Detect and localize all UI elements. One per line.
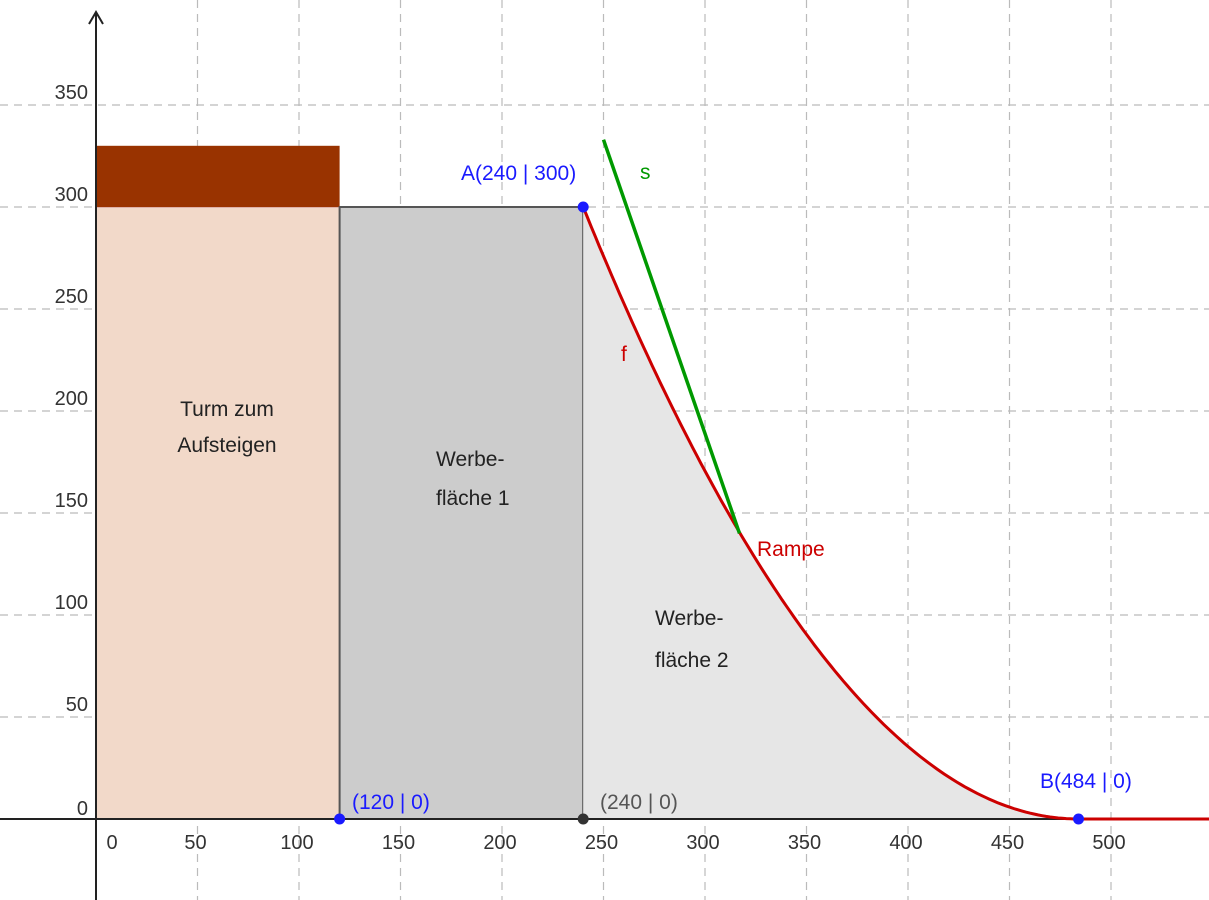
tower-label-line2: Aufsteigen [177,434,276,457]
y-tick-label: 300 [55,184,88,206]
y-tick-label: 200 [55,388,88,410]
y-tick-label: 250 [55,286,88,308]
point-120-label: (120 | 0) [352,791,430,814]
curve-f-label: f [621,343,627,366]
x-tick-label: 300 [686,832,719,854]
y-axis-arrow [88,10,104,25]
point-120-0[interactable] [334,813,346,825]
point-a-label: A(240 | 300) [461,162,576,185]
x-tick-label: 50 [184,832,206,854]
y-tick-labels: 0 50 100 150 200 250 300 350 [55,82,88,820]
point-240-0[interactable] [577,813,589,825]
curve-f [581,206,1209,821]
point-b[interactable] [1073,813,1085,825]
ad1-label-line1: Werbe- [436,448,504,471]
point-b-label: B(484 | 0) [1040,770,1132,793]
x-tick-label: 150 [382,832,415,854]
y-tick-label: 100 [55,592,88,614]
curve-s-label: s [640,161,651,184]
ad1-label-line2: fläche 1 [436,487,510,510]
advertising-area-1 [338,206,585,820]
x-tick-label: 250 [585,832,618,854]
x-tick-labels: 0 50 100 150 200 250 300 350 400 450 500 [106,832,1125,854]
y-tick-label: 0 [77,798,88,820]
x-tick-label: 400 [889,832,922,854]
advertising-area-2 [583,207,1079,819]
rampe-label: Rampe [757,538,825,561]
axes [0,10,1209,900]
x-tick-label: 100 [280,832,313,854]
y-tick-label: 50 [66,694,88,716]
y-tick-label: 150 [55,490,88,512]
tangent-line-s [601,139,742,534]
tower-roof [96,145,340,207]
tower-label-line1: Turm zum [180,398,274,421]
ad2-label-line2: fläche 2 [655,649,729,672]
x-tick-label: 500 [1092,832,1125,854]
point-240-label: (240 | 0) [600,791,678,814]
x-tick-label: 0 [106,832,117,854]
x-tick-label: 350 [788,832,821,854]
x-tick-label: 450 [991,832,1024,854]
tower-region [95,206,341,820]
ad2-label-line1: Werbe- [655,607,723,630]
point-a[interactable] [577,201,589,213]
x-tick-label: 200 [483,832,516,854]
y-tick-label: 350 [55,82,88,104]
